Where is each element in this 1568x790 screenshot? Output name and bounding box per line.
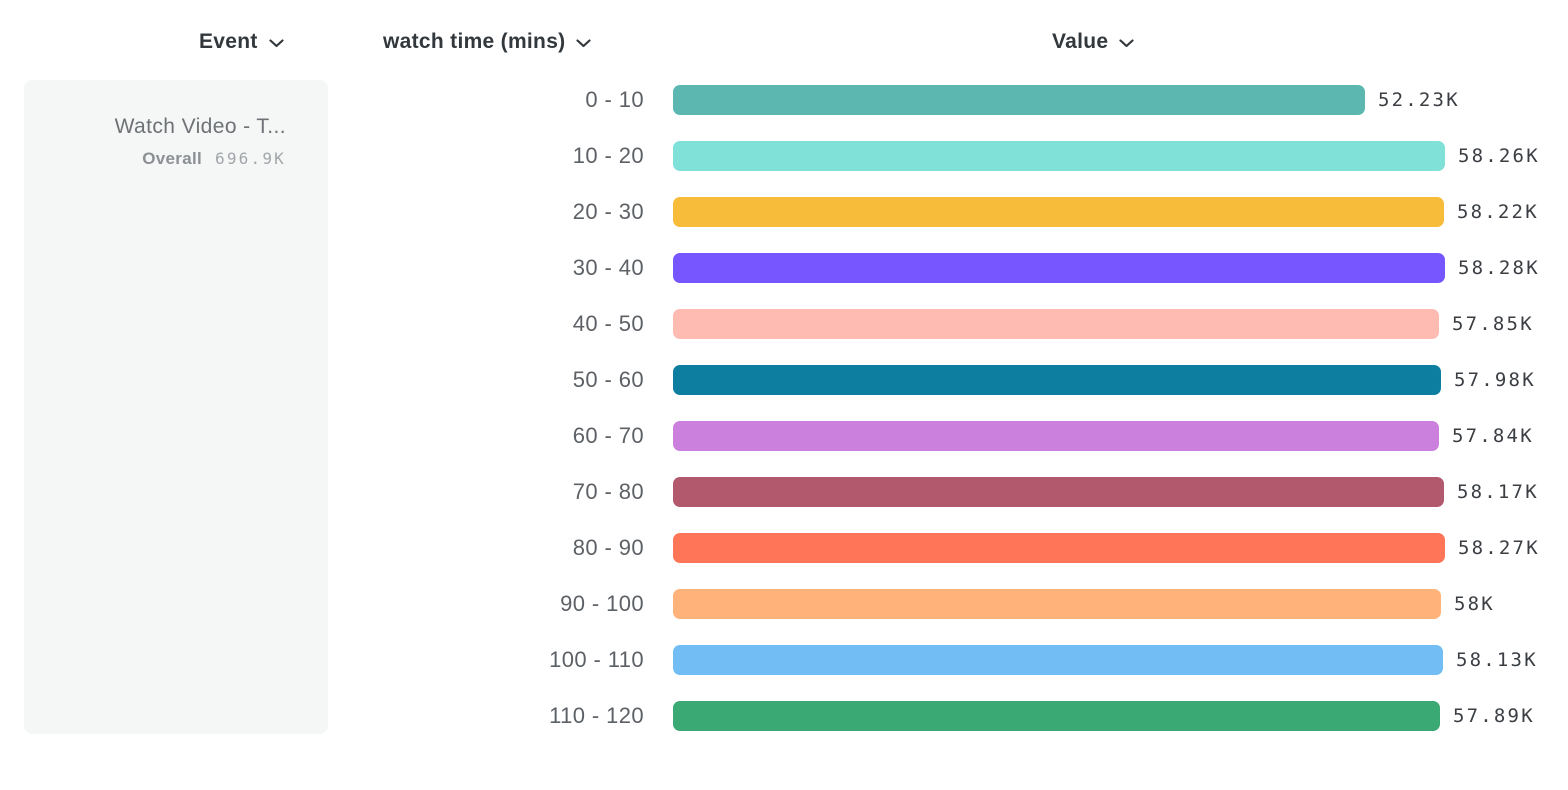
bucket-label: 70 - 80 [572,479,644,504]
chevron-down-icon [576,39,592,48]
chart-row: 10 - 20 58.26K [0,141,1568,171]
event-name: Watch Video - T... [114,115,286,138]
chart-row: 80 - 90 58.27K [0,533,1568,563]
column-header-value[interactable]: Value [1052,30,1134,54]
bucket-label: 20 - 30 [572,199,644,224]
chart-row: 60 - 70 57.84K [0,421,1568,451]
bucket-label: 50 - 60 [572,367,644,392]
chart-row: 40 - 50 57.85K [0,309,1568,339]
value-label: 58.22K [1457,201,1539,223]
value-label: 58.17K [1457,481,1539,503]
column-header-event[interactable]: Event [199,30,284,54]
value-label: 58K [1454,593,1495,615]
column-header-watch-time-label: watch time (mins) [383,30,566,53]
value-label: 52.23K [1378,89,1460,111]
bar-segment[interactable] [673,365,1441,395]
chart-row: 20 - 30 58.22K [0,197,1568,227]
bucket-label: 90 - 100 [560,591,644,616]
chart-row: 110 - 120 57.89K [0,701,1568,731]
value-label: 57.84K [1452,425,1534,447]
chart-row: 90 - 100 58K [0,589,1568,619]
bar-segment[interactable] [673,701,1440,731]
overall-label: Overall [142,149,202,168]
bar-segment[interactable] [673,141,1445,171]
chart-row: 70 - 80 58.17K [0,477,1568,507]
chevron-down-icon [1119,39,1134,48]
bucket-label: 0 - 10 [585,87,644,112]
column-header-event-label: Event [199,30,258,53]
bar-segment[interactable] [673,85,1365,115]
bar-segment[interactable] [673,477,1444,507]
chart-row: 50 - 60 57.98K [0,365,1568,395]
event-summary-card: Watch Video - T... Overall 696.9K [24,80,328,734]
bucket-label: 100 - 110 [549,647,644,672]
chart-row: 0 - 10 52.23K [0,85,1568,115]
bar-segment[interactable] [673,589,1441,619]
chart-row: 100 - 110 58.13K [0,645,1568,675]
value-label: 57.85K [1452,313,1534,335]
bar-segment[interactable] [673,253,1445,283]
bucket-label: 60 - 70 [572,423,644,448]
value-label: 57.98K [1454,369,1536,391]
bar-segment[interactable] [673,197,1444,227]
column-header-watch-time[interactable]: watch time (mins) [383,30,592,54]
overall-line: Overall 696.9K [40,149,286,169]
value-label: 58.27K [1458,537,1540,559]
bar-segment[interactable] [673,309,1439,339]
bucket-label: 80 - 90 [572,535,644,560]
chart-row: 30 - 40 58.28K [0,253,1568,283]
value-label: 58.26K [1458,145,1540,167]
bucket-label: 40 - 50 [572,311,644,336]
value-label: 58.28K [1458,257,1540,279]
bucket-label: 110 - 120 [549,703,644,728]
bar-segment[interactable] [673,421,1439,451]
value-label: 57.89K [1453,705,1535,727]
bucket-label: 30 - 40 [572,255,644,280]
value-label: 58.13K [1456,649,1538,671]
bar-segment[interactable] [673,645,1443,675]
bucket-label: 10 - 20 [572,143,644,168]
overall-value: 696.9K [215,149,286,168]
column-header-value-label: Value [1052,30,1109,53]
bar-segment[interactable] [673,533,1445,563]
chevron-down-icon [269,39,284,48]
